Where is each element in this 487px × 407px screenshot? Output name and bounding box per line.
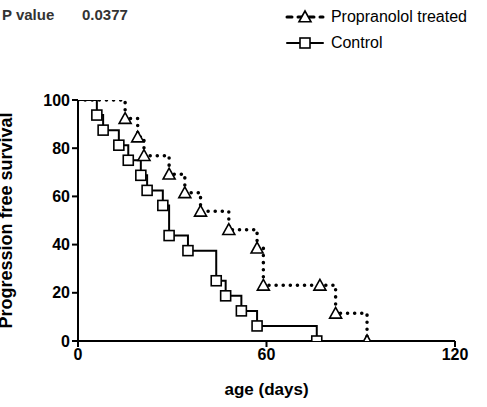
svg-text:60: 60 [258,346,276,363]
svg-text:20: 20 [52,284,70,301]
svg-text:40: 40 [52,236,70,253]
html-text:0.0377: 0.0377 [82,6,128,23]
svg-text:60: 60 [52,188,70,205]
svg-text:0: 0 [74,346,83,363]
html-text:Control: Control [330,34,383,51]
svg-text:100: 100 [43,92,70,109]
svg-text:80: 80 [52,140,70,157]
html-text:P value: P value [2,6,55,23]
svg-text:Progression free survival: Progression free survival [8,112,16,328]
svg-text:0: 0 [61,333,70,350]
svg-text:age (days): age (days) [224,380,308,399]
html-text:Propranolol treated: Propranolol treated [330,8,467,25]
svg-text:120: 120 [442,346,469,363]
